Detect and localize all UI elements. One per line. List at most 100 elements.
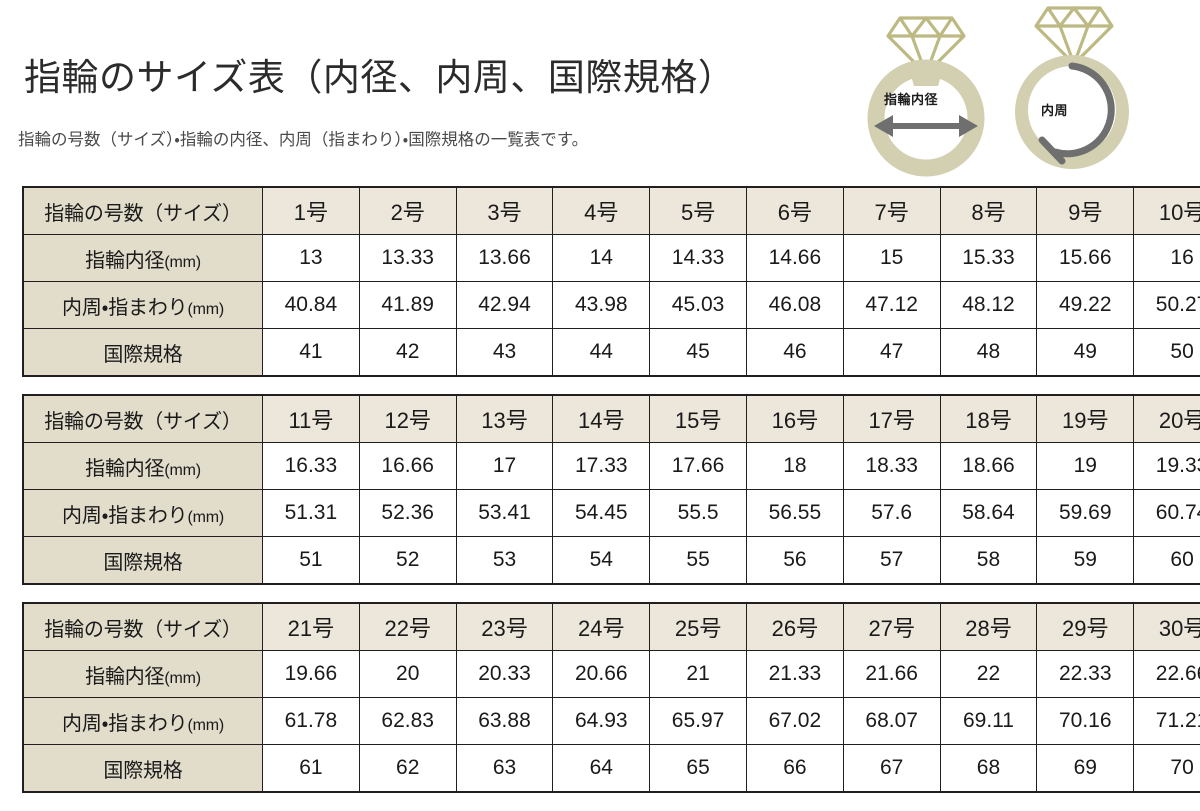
cell-diameter: 13.33 (358, 234, 457, 282)
cell-diameter: 21.33 (745, 650, 844, 698)
cell-circumference: 54.45 (552, 489, 651, 537)
cell-standard: 54 (552, 536, 651, 585)
col-header-size: 26号 (745, 602, 844, 651)
cell-diameter: 19.66 (262, 650, 360, 698)
col-header-size: 3号 (455, 186, 554, 235)
ring-inner-circumference-diagram (1000, 0, 1148, 185)
cell-diameter: 18.33 (842, 442, 941, 490)
row-label-size: 指輪の号数（サイズ） (22, 186, 263, 235)
col-header-size: 22号 (358, 602, 457, 651)
cell-standard: 59 (1036, 536, 1135, 585)
cell-diameter: 17.66 (649, 442, 747, 490)
col-header-size: 13号 (455, 394, 554, 443)
col-header-size: 28号 (939, 602, 1038, 651)
table-row-size: 指輪の号数（サイズ） 1号 2号 3号 4号 5号 6号 7号 8号 9号 10… (22, 186, 1200, 235)
row-label-diameter-unit: (mm) (164, 461, 201, 479)
cell-circumference: 62.83 (358, 697, 457, 745)
row-label-standard: 国際規格 (22, 328, 263, 377)
cell-circumference: 49.22 (1036, 281, 1135, 329)
row-label-circumference: 内周・指まわり(mm) (22, 489, 263, 537)
cell-diameter: 19.33 (1133, 442, 1200, 490)
row-label-circumference-unit: (mm) (187, 716, 224, 734)
cell-circumference: 48.12 (939, 281, 1038, 329)
ring-size-table-3: 指輪の号数（サイズ） 21号 22号 23号 24号 25号 26号 27号 2… (22, 602, 1200, 793)
cell-circumference: 60.74 (1133, 489, 1200, 537)
cell-circumference: 53.41 (455, 489, 554, 537)
cell-standard: 66 (745, 744, 844, 793)
cell-circumference: 64.93 (552, 697, 651, 745)
cell-diameter: 14.33 (649, 234, 747, 282)
cell-circumference: 46.08 (745, 281, 844, 329)
cell-circumference: 71.21 (1133, 697, 1200, 745)
cell-standard: 42 (358, 328, 457, 377)
cell-standard: 52 (358, 536, 457, 585)
cell-diameter: 21 (649, 650, 747, 698)
table-row-circumference: 内周・指まわり(mm) 61.78 62.83 63.88 64.93 65.9… (22, 697, 1200, 745)
cell-circumference: 56.55 (745, 489, 844, 537)
cell-diameter: 15.33 (939, 234, 1038, 282)
col-header-size: 9号 (1036, 186, 1135, 235)
col-header-size: 8号 (939, 186, 1038, 235)
cell-diameter: 14 (552, 234, 651, 282)
page-subtitle: 指輪の号数（サイズ）・指輪の内径、内周（指まわり）・国際規格の一覧表です。 (18, 131, 589, 149)
cell-circumference: 61.78 (262, 697, 360, 745)
cell-diameter: 17.33 (552, 442, 651, 490)
row-label-circumference-unit: (mm) (187, 508, 224, 526)
cell-standard: 70 (1133, 744, 1200, 793)
cell-circumference: 67.02 (745, 697, 844, 745)
cell-standard: 55 (649, 536, 747, 585)
table-row-diameter: 指輪内径(mm) 16.33 16.66 17 17.33 17.66 18 1… (22, 442, 1200, 490)
cell-circumference: 70.16 (1036, 697, 1135, 745)
cell-circumference: 65.97 (649, 697, 747, 745)
col-header-size: 18号 (939, 394, 1038, 443)
cell-diameter: 19 (1036, 442, 1135, 490)
col-header-size: 21号 (262, 602, 360, 651)
cell-diameter: 20 (358, 650, 457, 698)
cell-circumference: 47.12 (842, 281, 941, 329)
row-label-diameter: 指輪内径(mm) (22, 650, 263, 698)
ring-size-table-2: 指輪の号数（サイズ） 11号 12号 13号 14号 15号 16号 17号 1… (22, 394, 1200, 585)
cell-diameter: 22.33 (1036, 650, 1135, 698)
cell-circumference: 45.03 (649, 281, 747, 329)
table-row-diameter: 指輪内径(mm) 13 13.33 13.66 14 14.33 14.66 1… (22, 234, 1200, 282)
cell-standard: 48 (939, 328, 1038, 377)
cell-standard: 49 (1036, 328, 1135, 377)
cell-diameter: 17 (455, 442, 554, 490)
col-header-size: 2号 (358, 186, 457, 235)
row-label-circumference: 内周・指まわり(mm) (22, 697, 263, 745)
col-header-size: 23号 (455, 602, 554, 651)
cell-standard: 57 (842, 536, 941, 585)
row-label-diameter-unit: (mm) (164, 253, 201, 271)
col-header-size: 27号 (842, 602, 941, 651)
row-label-diameter: 指輪内径(mm) (22, 442, 263, 490)
ring-inner-diameter-caption: 指輪内径 (884, 92, 939, 107)
cell-diameter: 22 (939, 650, 1038, 698)
row-label-diameter-text: 指輪内径 (85, 249, 165, 272)
cell-standard: 58 (939, 536, 1038, 585)
cell-diameter: 15 (842, 234, 941, 282)
cell-standard: 69 (1036, 744, 1135, 793)
row-label-circumference-text: 内周・指まわり (62, 504, 188, 527)
cell-standard: 45 (649, 328, 747, 377)
cell-circumference: 50.27 (1133, 281, 1200, 329)
cell-circumference: 52.36 (358, 489, 457, 537)
col-header-size: 6号 (745, 186, 844, 235)
row-label-diameter-unit: (mm) (164, 669, 201, 687)
col-header-size: 17号 (842, 394, 941, 443)
table-row-circumference: 内周・指まわり(mm) 40.84 41.89 42.94 43.98 45.0… (22, 281, 1200, 329)
row-label-diameter: 指輪内径(mm) (22, 234, 263, 282)
col-header-size: 14号 (552, 394, 651, 443)
cell-circumference: 69.11 (939, 697, 1038, 745)
row-label-standard: 国際規格 (22, 536, 263, 585)
table-row-standard: 国際規格 61 62 63 64 65 66 67 68 69 70 (22, 744, 1200, 793)
double-arrow-icon (874, 115, 978, 137)
col-header-size: 1号 (262, 186, 360, 235)
ring-inner-circumference-caption: 内周 (1041, 103, 1069, 118)
cell-circumference: 43.98 (552, 281, 651, 329)
table-row-diameter: 指輪内径(mm) 19.66 20 20.33 20.66 21 21.33 2… (22, 650, 1200, 698)
col-header-size: 20号 (1133, 394, 1200, 443)
col-header-size: 12号 (358, 394, 457, 443)
cell-circumference: 40.84 (262, 281, 360, 329)
cell-circumference: 68.07 (842, 697, 941, 745)
cell-diameter: 18.66 (939, 442, 1038, 490)
